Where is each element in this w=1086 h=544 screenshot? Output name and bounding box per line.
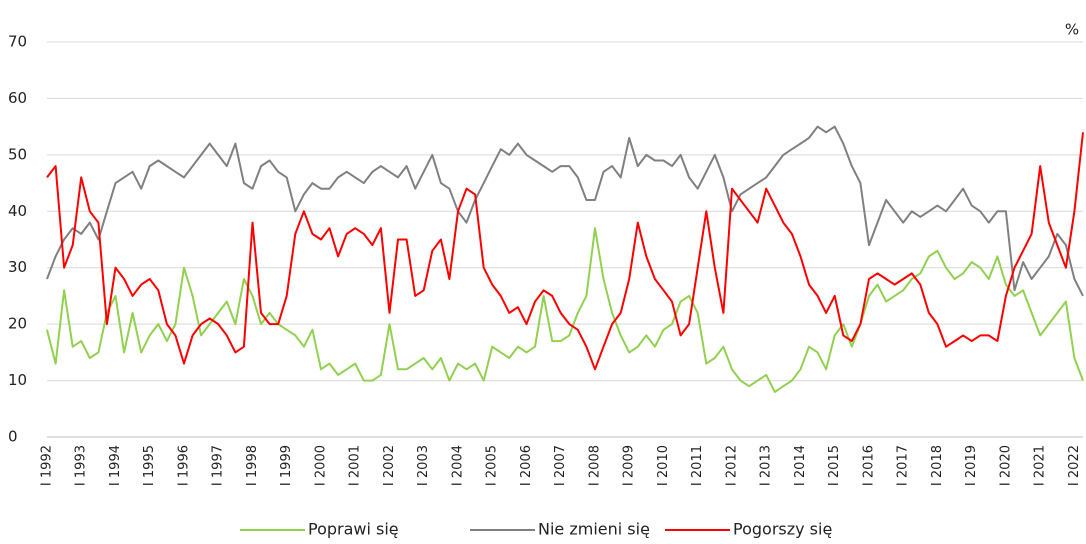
x-tick-label: I 2007: [553, 445, 568, 486]
x-tick-label: I 2022: [1067, 445, 1082, 486]
y-tick-label: 20: [8, 315, 27, 333]
x-tick-label: I 2009: [622, 445, 637, 486]
x-tick-label: I 2011: [690, 445, 705, 486]
x-tick-label: I 2005: [485, 445, 500, 486]
x-tick-label: I 1996: [176, 445, 191, 486]
x-tick-label: I 2018: [930, 445, 945, 486]
x-tick-label: I 2010: [656, 445, 671, 486]
x-tick-label: I 1993: [74, 445, 89, 486]
y-tick-label: 0: [8, 428, 18, 446]
x-tick-label: I 2008: [587, 445, 602, 486]
series-line: [46, 132, 1084, 371]
x-tick-label: I 1995: [142, 445, 157, 486]
x-tick-label: I 2016: [861, 445, 876, 486]
x-tick-label: I 2002: [382, 445, 397, 486]
series-line: [46, 125, 1084, 297]
x-tick-label: I 1998: [245, 445, 260, 486]
y-tick-label: 50: [8, 145, 27, 163]
legend-label: Nie zmieni się: [538, 520, 650, 539]
y-tick-label: 40: [8, 202, 27, 220]
y-tick-label: 30: [8, 258, 27, 276]
x-tick-label: I 2012: [724, 445, 739, 486]
x-tick-label: I 2019: [964, 445, 979, 486]
x-tick-label: I 1992: [40, 445, 55, 486]
y-tick-label: 70: [8, 33, 27, 51]
x-tick-label: I 1994: [108, 445, 123, 486]
x-tick-label: I 1997: [211, 445, 226, 486]
x-tick-label: I 2013: [759, 445, 774, 486]
x-tick-label: I 2003: [416, 445, 431, 486]
x-tick-label: I 2021: [1033, 445, 1048, 486]
x-tick-label: I 2001: [348, 445, 363, 486]
x-tick-label: I 2000: [313, 445, 328, 486]
y-tick-label: 60: [8, 89, 27, 107]
legend-label: Pogorszy się: [733, 520, 832, 539]
x-tick-label: I 2004: [450, 445, 465, 486]
x-tick-label: I 2020: [998, 445, 1013, 486]
x-tick-label: I 2015: [827, 445, 842, 486]
series-line: [46, 227, 1084, 393]
x-tick-label: I 2014: [793, 445, 808, 486]
x-tick-label: I 2006: [519, 445, 534, 486]
x-tick-label: I 2017: [896, 445, 911, 486]
legend-label: Poprawi się: [308, 520, 399, 539]
x-tick-label: I 1999: [279, 445, 294, 486]
unit-label: %: [1065, 21, 1079, 39]
y-tick-label: 10: [8, 371, 27, 389]
